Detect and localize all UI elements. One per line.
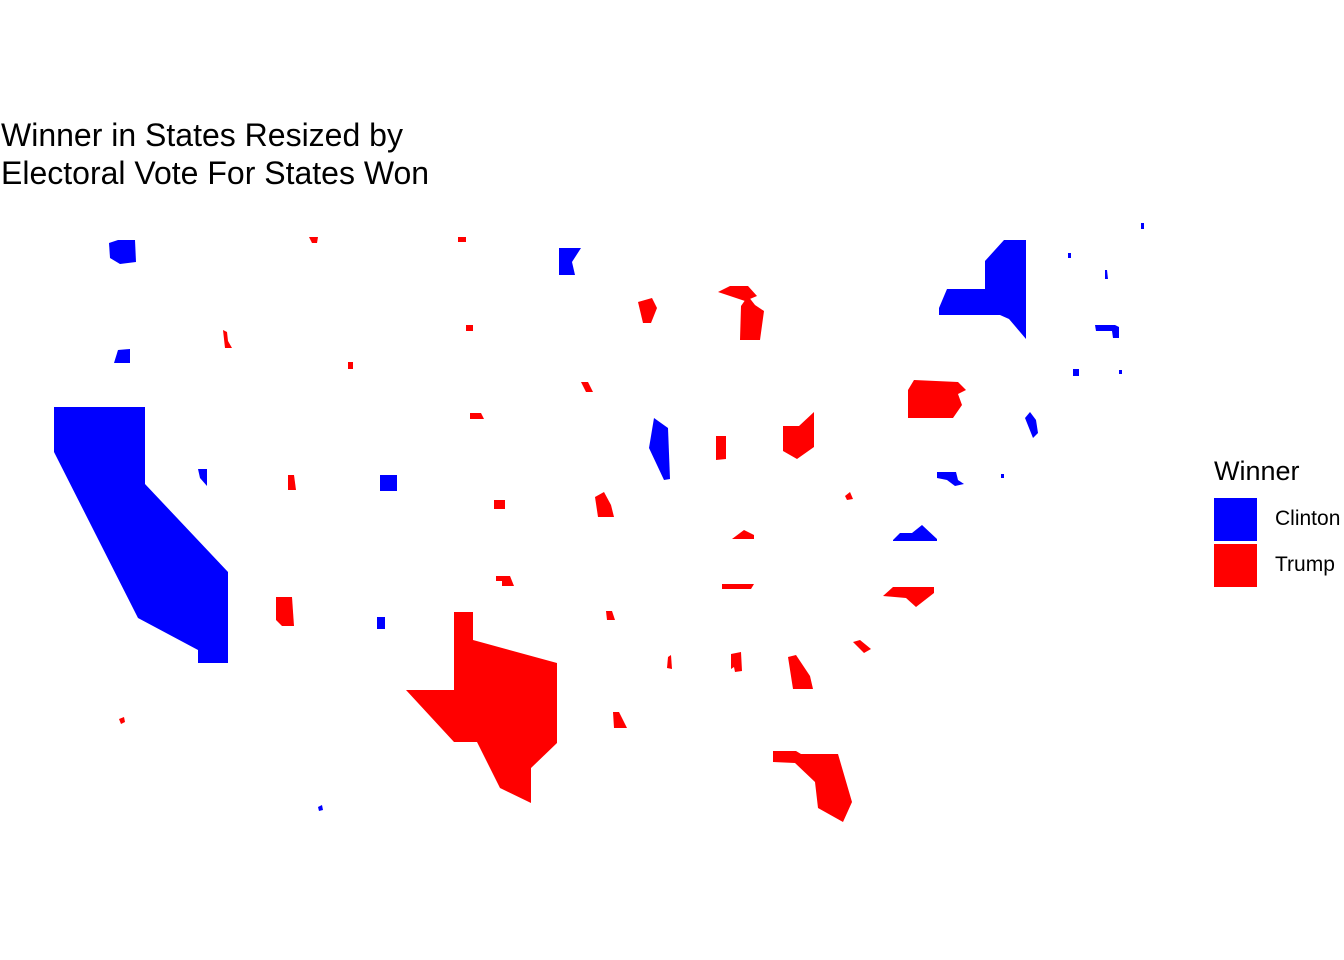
- state-massachusetts: [1095, 325, 1119, 338]
- legend-title: Winner: [1214, 456, 1300, 486]
- state-utah: [288, 475, 296, 490]
- state-kansas: [494, 500, 505, 509]
- legend-key-trump: [1214, 543, 1257, 587]
- map-title-line-1: Winner in States Resized by: [1, 117, 403, 153]
- state-new-mexico: [377, 617, 385, 629]
- clinton-states: [54, 223, 1144, 811]
- state-hawaii: [318, 805, 323, 811]
- state-north-carolina: [883, 587, 934, 607]
- state-california: [54, 407, 228, 663]
- legend-item-clinton: Clinton: [1214, 496, 1340, 542]
- state-kentucky: [732, 530, 754, 539]
- state-illinois: [649, 418, 670, 480]
- state-georgia: [788, 655, 813, 689]
- state-rhode-island: [1119, 370, 1122, 374]
- state-iowa: [581, 382, 593, 392]
- legend: Winner Clinton Trump: [1214, 454, 1340, 588]
- state-idaho: [223, 330, 232, 348]
- state-michigan: [740, 296, 764, 340]
- state-mississippi: [667, 655, 672, 669]
- state-dc: [1001, 474, 1004, 478]
- state-virginia: [893, 525, 937, 541]
- state-louisiana: [613, 712, 627, 728]
- state-colorado: [380, 475, 397, 491]
- state-alabama: [731, 652, 742, 672]
- state-florida: [773, 751, 852, 822]
- trump-states: [119, 237, 966, 822]
- state-nevada: [198, 469, 207, 486]
- state-maryland-delaware: [937, 472, 964, 486]
- state-maine: [1141, 223, 1144, 229]
- state-minnesota: [559, 248, 581, 275]
- state-alaska: [119, 717, 125, 724]
- state-connecticut: [1073, 369, 1079, 376]
- state-new-hampshire: [1105, 270, 1108, 279]
- state-tennessee: [722, 584, 754, 589]
- state-montana: [309, 237, 318, 243]
- state-wyoming: [348, 362, 353, 369]
- legend-label-clinton: Clinton: [1275, 507, 1341, 530]
- state-missouri: [595, 492, 614, 517]
- state-new-jersey: [1025, 412, 1038, 438]
- state-arkansas: [606, 611, 615, 620]
- state-wisconsin: [638, 298, 657, 323]
- state-oklahoma: [496, 576, 514, 586]
- state-new-york: [939, 240, 1026, 339]
- state-michigan-up: [718, 286, 757, 301]
- map-title-line-2: Electoral Vote For States Won: [1, 155, 430, 191]
- state-ohio: [783, 412, 814, 459]
- state-pennsylvania: [908, 380, 966, 418]
- state-north-dakota: [458, 237, 466, 242]
- state-washington: [109, 240, 136, 264]
- state-west-virginia: [845, 492, 853, 500]
- state-oregon: [114, 349, 130, 363]
- map-title: Winner in States Resized by Electoral Vo…: [1, 116, 429, 192]
- state-south-dakota: [466, 325, 473, 331]
- state-indiana: [716, 436, 726, 460]
- state-nebraska: [470, 413, 484, 419]
- state-arizona: [276, 597, 294, 626]
- legend-label-trump: Trump: [1275, 553, 1335, 576]
- legend-key-clinton: [1214, 497, 1257, 541]
- state-texas: [406, 612, 557, 803]
- state-vermont: [1068, 253, 1071, 258]
- state-south-carolina: [853, 640, 871, 653]
- legend-item-trump: Trump: [1214, 542, 1340, 588]
